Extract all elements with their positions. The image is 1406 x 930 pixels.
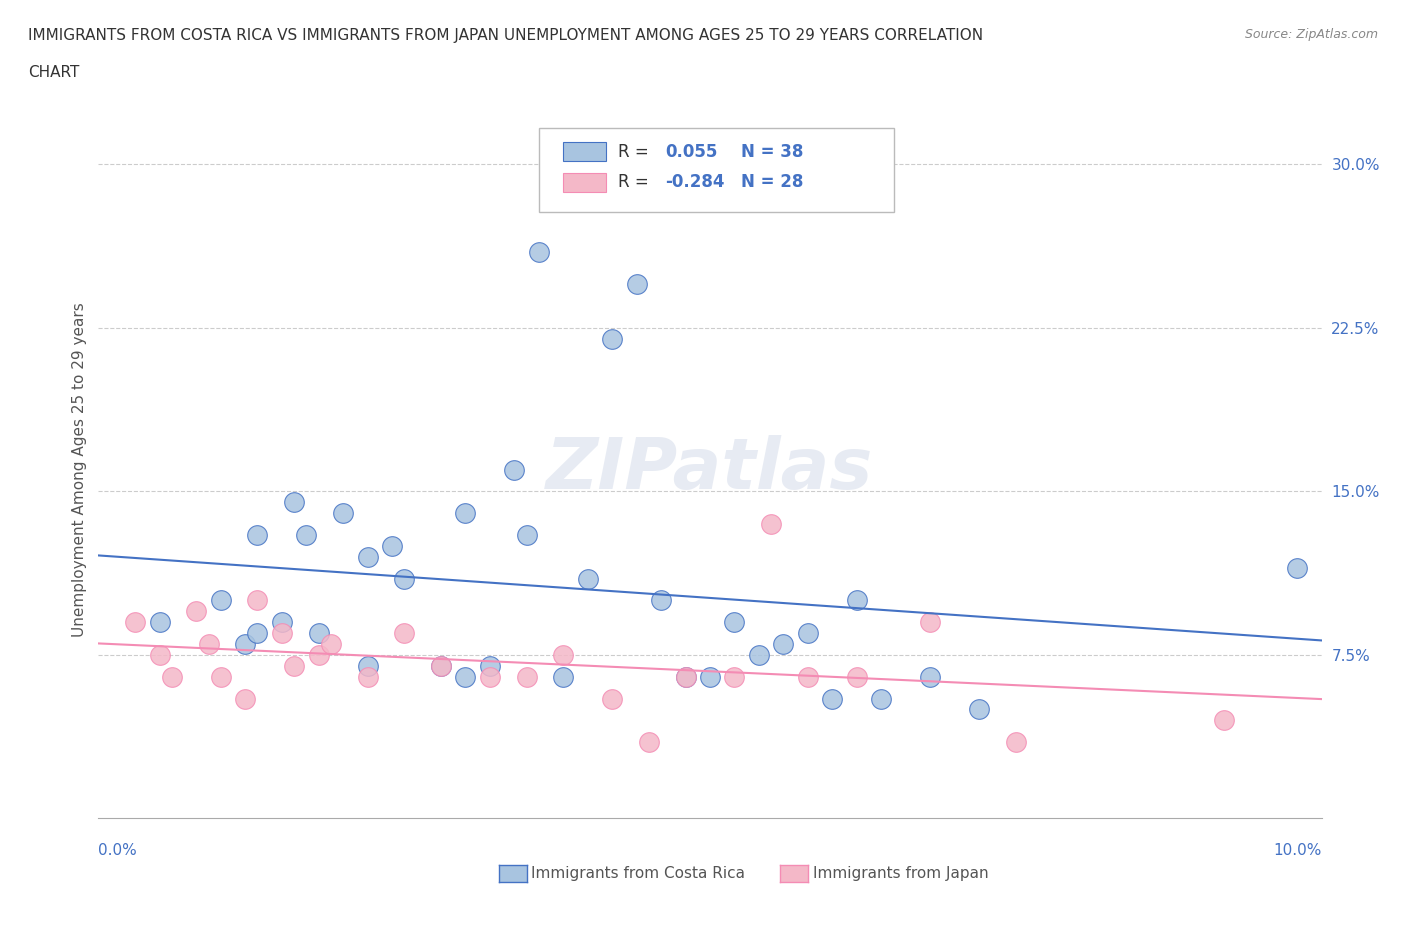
Point <box>967 702 990 717</box>
Point <box>356 550 378 565</box>
Point <box>186 604 208 618</box>
Point <box>1004 735 1026 750</box>
Text: N = 38: N = 38 <box>741 142 803 161</box>
Point <box>209 593 232 608</box>
Text: Immigrants from Costa Rica: Immigrants from Costa Rica <box>531 866 745 881</box>
Point <box>920 615 942 630</box>
Point <box>797 670 820 684</box>
Point <box>283 495 305 510</box>
Point <box>650 593 672 608</box>
Text: CHART: CHART <box>28 65 80 80</box>
Point <box>516 670 538 684</box>
Point <box>821 691 844 706</box>
Y-axis label: Unemployment Among Ages 25 to 29 years: Unemployment Among Ages 25 to 29 years <box>72 302 87 637</box>
Point <box>246 527 269 542</box>
Text: Source: ZipAtlas.com: Source: ZipAtlas.com <box>1244 28 1378 41</box>
Point <box>270 615 292 630</box>
Point <box>233 637 256 652</box>
Point <box>772 637 794 652</box>
Point <box>920 670 942 684</box>
Text: 0.055: 0.055 <box>665 142 717 161</box>
Point <box>576 571 599 586</box>
Point <box>699 670 721 684</box>
Text: R =: R = <box>619 173 654 192</box>
Point <box>478 670 501 684</box>
Point <box>246 593 269 608</box>
FancyBboxPatch shape <box>538 128 894 212</box>
Point <box>1286 560 1309 575</box>
Point <box>332 506 354 521</box>
Point <box>637 735 661 750</box>
Point <box>454 506 477 521</box>
Point <box>233 691 256 706</box>
Point <box>454 670 477 684</box>
Text: Immigrants from Japan: Immigrants from Japan <box>813 866 988 881</box>
Text: IMMIGRANTS FROM COSTA RICA VS IMMIGRANTS FROM JAPAN UNEMPLOYMENT AMONG AGES 25 T: IMMIGRANTS FROM COSTA RICA VS IMMIGRANTS… <box>28 28 983 43</box>
Point <box>503 462 526 477</box>
Point <box>295 527 318 542</box>
Point <box>1212 713 1234 728</box>
Point <box>675 670 697 684</box>
Point <box>124 615 146 630</box>
Text: ZIPatlas: ZIPatlas <box>547 435 873 504</box>
Point <box>845 670 868 684</box>
Point <box>319 637 342 652</box>
Point <box>270 626 292 641</box>
Point <box>600 331 623 346</box>
Point <box>723 615 745 630</box>
Point <box>478 658 501 673</box>
FancyBboxPatch shape <box>564 173 606 193</box>
Point <box>675 670 697 684</box>
Point <box>626 277 648 292</box>
Point <box>149 647 172 662</box>
Point <box>553 647 575 662</box>
Point <box>759 517 782 532</box>
Text: R =: R = <box>619 142 654 161</box>
Point <box>553 670 575 684</box>
Point <box>381 538 404 553</box>
Point <box>392 626 416 641</box>
FancyBboxPatch shape <box>564 142 606 162</box>
Text: N = 28: N = 28 <box>741 173 803 192</box>
Text: -0.284: -0.284 <box>665 173 724 192</box>
Point <box>527 245 550 259</box>
Point <box>246 626 269 641</box>
Point <box>430 658 453 673</box>
Point <box>430 658 453 673</box>
Point <box>748 647 770 662</box>
Point <box>160 670 183 684</box>
Point <box>149 615 172 630</box>
Point <box>308 626 330 641</box>
Point <box>845 593 868 608</box>
Point <box>870 691 893 706</box>
Point <box>356 658 378 673</box>
Point <box>600 691 623 706</box>
Point <box>392 571 416 586</box>
Point <box>283 658 305 673</box>
Point <box>723 670 745 684</box>
Point <box>797 626 820 641</box>
Point <box>197 637 219 652</box>
Point <box>209 670 232 684</box>
Point <box>356 670 378 684</box>
Point <box>308 647 330 662</box>
Text: 0.0%: 0.0% <box>98 843 138 857</box>
Text: 10.0%: 10.0% <box>1274 843 1322 857</box>
Point <box>516 527 538 542</box>
